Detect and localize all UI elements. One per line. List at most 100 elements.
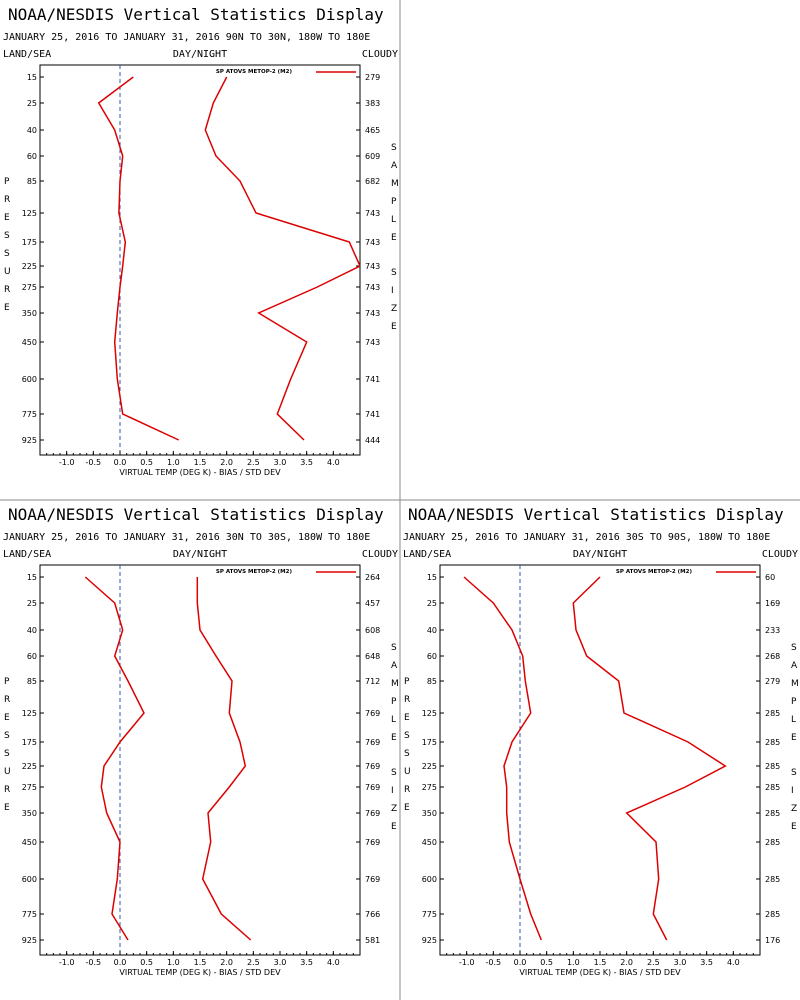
sample-size-label: 766 <box>365 910 380 919</box>
pressure-tick-label: 925 <box>22 436 37 445</box>
pressure-axis-letter: R <box>4 785 10 795</box>
x-tick-label: -1.0 <box>59 458 75 467</box>
pressure-tick-label: 175 <box>22 238 37 247</box>
sample-axis-letter: E <box>791 733 797 743</box>
sample-size-label: 769 <box>365 809 380 818</box>
size-axis-letter: S <box>391 268 397 278</box>
sample-size-label: 60 <box>765 573 775 582</box>
pressure-tick-label: 600 <box>22 875 37 884</box>
sample-size-label: 769 <box>365 762 380 771</box>
x-tick-label: 0.5 <box>540 958 553 967</box>
chart-subtitle: JANUARY 25, 2016 TO JANUARY 31, 2016 30S… <box>403 532 770 543</box>
pressure-tick-label: 600 <box>22 375 37 384</box>
x-tick-label: 0.5 <box>140 458 153 467</box>
std-dev-series-line <box>196 577 252 941</box>
x-tick-label: 1.5 <box>594 958 607 967</box>
pressure-tick-label: 225 <box>422 762 437 771</box>
x-tick-label: 2.0 <box>220 458 233 467</box>
pressure-tick-label: 275 <box>422 783 437 792</box>
pressure-axis-letter: U <box>404 767 411 777</box>
pressure-axis-letter: S <box>4 231 10 241</box>
pressure-tick-label: 125 <box>22 209 37 218</box>
sample-axis-letter: M <box>391 179 399 189</box>
pressure-axis-letter: S <box>4 249 10 259</box>
sample-axis-letter: S <box>791 643 797 653</box>
bias-series-line <box>84 576 145 941</box>
sample-axis-letter: A <box>791 661 798 671</box>
sample-axis-letter: S <box>391 643 397 653</box>
pressure-axis-letter: E <box>404 713 410 723</box>
size-axis-letter: S <box>791 768 797 778</box>
sample-size-label: 743 <box>365 309 380 318</box>
sample-size-label: 285 <box>765 875 780 884</box>
x-tick-label: 4.0 <box>327 458 340 467</box>
size-axis-letter: I <box>791 786 794 796</box>
sample-size-label: 383 <box>365 99 380 108</box>
sample-size-label: 682 <box>365 177 380 186</box>
plot-frame <box>439 564 761 956</box>
pressure-tick-label: 40 <box>27 126 37 135</box>
pressure-tick-label: 15 <box>27 73 37 82</box>
sample-axis-letter: P <box>391 697 397 707</box>
sample-axis-letter: L <box>791 715 796 725</box>
sample-size-label: 743 <box>365 209 380 218</box>
pressure-tick-label: 775 <box>422 910 437 919</box>
land-sea-header: LAND/SEA <box>403 549 451 560</box>
pressure-tick-label: 85 <box>27 677 37 686</box>
sample-axis-letter: L <box>391 215 396 225</box>
x-tick-label: -1.0 <box>59 958 75 967</box>
x-tick-label: 3.5 <box>300 958 313 967</box>
x-tick-label: 1.5 <box>194 458 207 467</box>
sample-size-label: 457 <box>365 599 380 608</box>
size-axis-letter: Z <box>391 304 397 314</box>
x-axis-label: VIRTUAL TEMP (DEG K) - BIAS / STD DEV <box>119 468 281 477</box>
pressure-tick-label: 40 <box>27 626 37 635</box>
x-tick-label: 0.0 <box>114 958 127 967</box>
sample-size-label: 769 <box>365 738 380 747</box>
pressure-axis-letter: R <box>4 195 10 205</box>
sample-axis-letter: E <box>391 733 397 743</box>
size-axis-letter: E <box>391 822 397 832</box>
land-sea-header: LAND/SEA <box>3 549 51 560</box>
x-tick-label: 3.5 <box>700 958 713 967</box>
legend-label: SP ATOVS METOP-2 (M2) <box>216 69 293 75</box>
sample-axis-letter: S <box>391 143 397 153</box>
pressure-axis-letter: E <box>4 213 10 223</box>
pressure-tick-label: 225 <box>22 762 37 771</box>
day-night-header: DAY/NIGHT <box>173 49 227 60</box>
bias-series-line <box>97 76 180 441</box>
sample-size-label: 285 <box>765 762 780 771</box>
pressure-tick-label: 60 <box>27 652 37 661</box>
pressure-axis-letter: S <box>4 731 10 741</box>
sample-size-label: 285 <box>765 910 780 919</box>
x-axis-label: VIRTUAL TEMP (DEG K) - BIAS / STD DEV <box>519 968 681 977</box>
plot-frame <box>39 64 361 456</box>
x-tick-label: 2.0 <box>220 958 233 967</box>
sample-size-label: 769 <box>365 838 380 847</box>
pressure-tick-label: 225 <box>22 262 37 271</box>
sample-axis-letter: M <box>391 679 399 689</box>
std-dev-series-line <box>204 76 360 441</box>
x-tick-label: 1.0 <box>167 458 180 467</box>
x-tick-label: 3.0 <box>274 458 287 467</box>
size-axis-letter: Z <box>791 804 797 814</box>
day-night-header: DAY/NIGHT <box>173 549 227 560</box>
pressure-axis-letter: E <box>4 713 10 723</box>
pressure-tick-label: 15 <box>427 573 437 582</box>
sample-size-label: 609 <box>365 152 380 161</box>
sample-size-label: 285 <box>765 738 780 747</box>
sample-size-label: 279 <box>765 677 780 686</box>
chart-panel: NOAA/NESDIS Vertical Statistics Display J… <box>3 505 399 977</box>
sample-size-label: 581 <box>365 936 380 945</box>
pressure-tick-label: 175 <box>422 738 437 747</box>
sample-size-label: 444 <box>365 436 380 445</box>
pressure-axis-letter: S <box>404 731 410 741</box>
pressure-axis-letter: E <box>404 803 410 813</box>
sample-size-label: 769 <box>365 709 380 718</box>
chart-title: NOAA/NESDIS Vertical Statistics Display <box>8 505 384 524</box>
pressure-tick-label: 775 <box>22 410 37 419</box>
x-tick-label: 1.0 <box>567 958 580 967</box>
pressure-axis-letter: E <box>4 803 10 813</box>
x-tick-label: 2.5 <box>647 958 660 967</box>
chart-subtitle: JANUARY 25, 2016 TO JANUARY 31, 2016 90N… <box>3 32 370 43</box>
